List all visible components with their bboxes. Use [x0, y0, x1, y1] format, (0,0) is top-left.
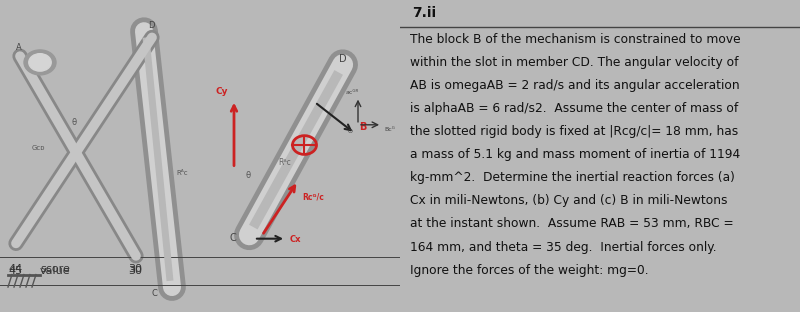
Text: score: score [40, 264, 70, 274]
Text: at the instant shown.  Assume RAB = 53 mm, RBC =: at the instant shown. Assume RAB = 53 mm… [410, 217, 734, 231]
Text: 44: 44 [8, 264, 22, 274]
Text: D: D [148, 21, 154, 30]
Text: 7.ii: 7.ii [412, 7, 436, 20]
Text: a mass of 5.1 kg and mass moment of inertia of 1194: a mass of 5.1 kg and mass moment of iner… [410, 148, 740, 161]
Text: Rᴄᴳ/ᴄ: Rᴄᴳ/ᴄ [302, 193, 324, 202]
Text: θ: θ [72, 118, 77, 127]
Text: is alphaAB = 6 rad/s2.  Assume the center of mass of: is alphaAB = 6 rad/s2. Assume the center… [410, 102, 738, 115]
Text: C: C [152, 290, 158, 298]
Text: kg-mm^2.  Determine the inertial reaction forces (a): kg-mm^2. Determine the inertial reaction… [410, 171, 735, 184]
Text: the slotted rigid body is fixed at |Rcg/c|= 18 mm, has: the slotted rigid body is fixed at |Rcg/… [410, 125, 738, 138]
Text: 30: 30 [128, 266, 142, 276]
Circle shape [29, 54, 51, 71]
Text: value: value [40, 266, 70, 276]
Text: AB is omegaAB = 2 rad/s and its angular acceleration: AB is omegaAB = 2 rad/s and its angular … [410, 79, 740, 92]
Text: θ: θ [246, 171, 251, 180]
Text: D: D [338, 54, 346, 64]
Text: The block B of the mechanism is constrained to move: The block B of the mechanism is constrai… [410, 33, 741, 46]
Text: Rᴬᴄ: Rᴬᴄ [176, 170, 188, 176]
Text: 30: 30 [128, 264, 142, 274]
Text: B: B [358, 122, 366, 132]
Text: Rᴬᴄ: Rᴬᴄ [278, 158, 290, 167]
Text: A: A [16, 43, 22, 52]
Text: Cy: Cy [216, 87, 229, 95]
Text: 45: 45 [8, 266, 22, 276]
Text: within the slot in member CD. The angular velocity of: within the slot in member CD. The angula… [410, 56, 738, 69]
Text: Ignore the forces of the weight: mg=0.: Ignore the forces of the weight: mg=0. [410, 264, 649, 277]
Text: 164 mm, and theta = 35 deg.  Inertial forces only.: 164 mm, and theta = 35 deg. Inertial for… [410, 241, 717, 254]
Circle shape [24, 50, 56, 75]
Text: C: C [230, 233, 236, 243]
Text: Gᴄᴅ: Gᴄᴅ [32, 145, 46, 151]
Text: O: O [348, 129, 353, 134]
Text: Cx: Cx [290, 235, 302, 244]
Text: Cx in mili-Newtons, (b) Cy and (c) B in mili-Newtons: Cx in mili-Newtons, (b) Cy and (c) B in … [410, 194, 727, 207]
Text: aᴄᴳᴿ: aᴄᴳᴿ [346, 90, 359, 95]
Text: Bᴄᴳ: Bᴄᴳ [384, 127, 395, 132]
